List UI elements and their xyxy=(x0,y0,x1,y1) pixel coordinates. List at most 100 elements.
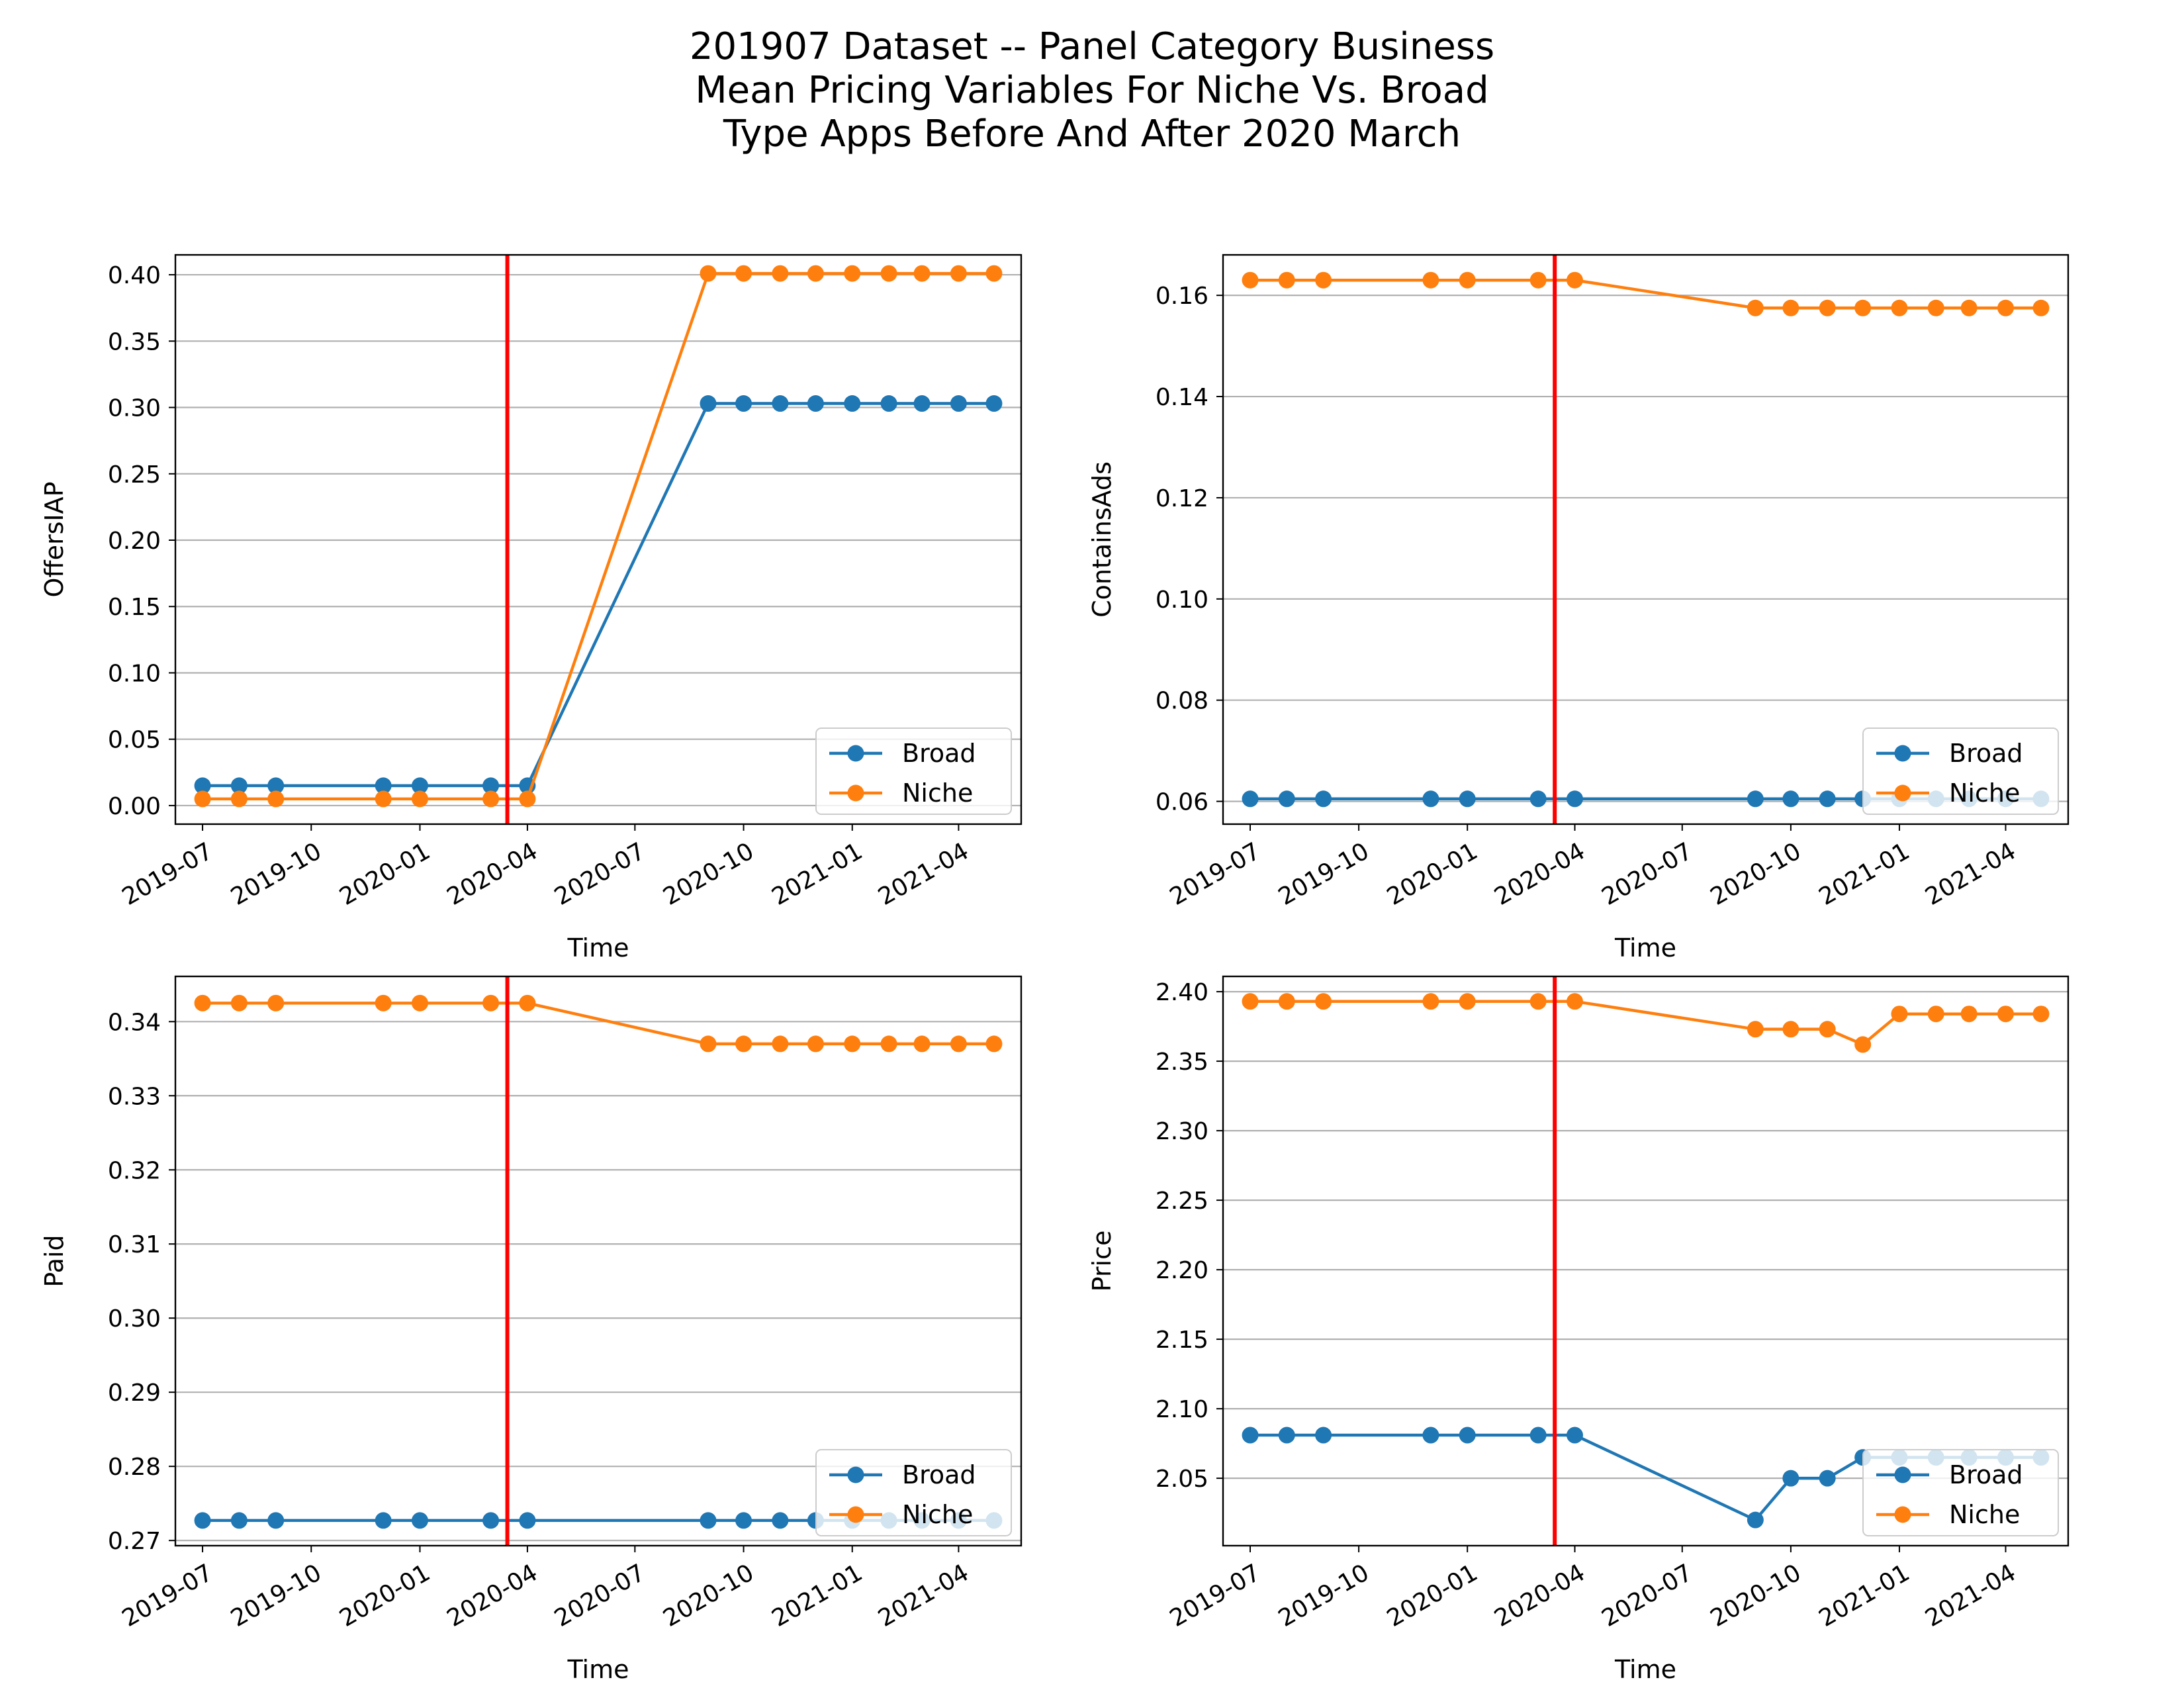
y-tick-label: 0.10 xyxy=(1156,586,1208,614)
legend-label-niche: Niche xyxy=(902,778,973,808)
x-tick-label: 2020-07 xyxy=(1598,1559,1698,1632)
data-point-niche xyxy=(1960,1006,1978,1023)
y-tick-label: 0.28 xyxy=(108,1454,161,1481)
data-point-broad xyxy=(1529,1427,1547,1444)
data-point-broad xyxy=(411,1512,428,1529)
y-tick-label: 0.16 xyxy=(1156,283,1208,310)
x-tick-label: 2021-04 xyxy=(874,1559,974,1632)
legend-label-broad: Broad xyxy=(902,1460,976,1489)
data-point-broad xyxy=(1242,790,1259,808)
data-point-niche xyxy=(230,790,248,808)
data-point-niche xyxy=(1529,271,1547,289)
data-point-niche xyxy=(807,1035,824,1053)
title-line-1: 201907 Dataset -- Panel Category Busines… xyxy=(689,25,1495,68)
data-point-broad xyxy=(1278,1427,1295,1444)
data-point-broad xyxy=(194,1512,211,1529)
data-point-broad xyxy=(230,1512,248,1529)
y-tick-label: 2.40 xyxy=(1156,979,1208,1006)
y-tick-label: 2.30 xyxy=(1156,1118,1208,1145)
x-tick-label: 2021-04 xyxy=(1921,1559,2021,1632)
data-point-niche xyxy=(194,994,211,1011)
y-tick-label: 0.10 xyxy=(108,660,161,687)
data-point-broad xyxy=(913,395,931,412)
data-point-niche xyxy=(1927,1006,1944,1023)
data-point-niche xyxy=(1315,271,1332,289)
axes-frame xyxy=(1222,254,2070,825)
y-tick-label: 0.12 xyxy=(1156,485,1208,512)
data-point-broad xyxy=(375,777,392,794)
data-point-niche xyxy=(1747,299,1764,316)
series-line-niche xyxy=(1250,1000,2041,1047)
data-point-niche xyxy=(375,994,392,1011)
data-point-broad xyxy=(1819,1470,1836,1487)
data-point-niche xyxy=(375,790,392,808)
data-point-broad xyxy=(1242,1427,1259,1444)
data-point-broad xyxy=(1422,1427,1439,1444)
data-point-broad xyxy=(844,395,861,412)
data-point-niche xyxy=(880,1035,897,1053)
data-point-niche xyxy=(230,994,248,1011)
data-point-niche xyxy=(267,790,285,808)
data-point-niche xyxy=(1422,993,1439,1010)
x-tick-label: 2020-01 xyxy=(1383,837,1482,911)
data-point-broad xyxy=(700,1512,717,1529)
y-tick-label: 0.25 xyxy=(108,461,161,489)
y-tick-label: 0.34 xyxy=(108,1009,161,1036)
x-tick-label: 2019-10 xyxy=(1274,837,1374,911)
data-point-niche xyxy=(985,1035,1003,1053)
y-tick-label: 0.35 xyxy=(108,328,161,355)
legend-label-niche: Niche xyxy=(1949,778,2020,808)
data-point-broad xyxy=(230,777,248,794)
x-tick-label: 2019-07 xyxy=(1165,1559,1265,1632)
y-tick-label: 0.08 xyxy=(1156,688,1208,715)
data-point-broad xyxy=(1315,1427,1332,1444)
data-point-niche xyxy=(807,265,824,282)
data-point-broad xyxy=(194,777,211,794)
data-point-niche xyxy=(1566,993,1583,1010)
data-point-broad xyxy=(880,395,897,412)
legend-marker-niche xyxy=(847,1506,864,1523)
x-tick-label: 2020-01 xyxy=(335,837,435,911)
axes-frame xyxy=(174,254,1023,825)
data-point-niche xyxy=(950,265,967,282)
legend-marker-broad xyxy=(1894,1466,1911,1483)
x-tick-label: 2020-10 xyxy=(1706,1559,1806,1632)
data-point-niche xyxy=(1278,993,1295,1010)
data-point-niche xyxy=(1819,299,1836,316)
y-tick-label: 0.00 xyxy=(108,793,161,820)
data-point-niche xyxy=(772,265,789,282)
x-tick-label: 2020-04 xyxy=(443,1559,543,1632)
data-point-niche xyxy=(700,1035,717,1053)
data-point-broad xyxy=(1529,790,1547,808)
x-tick-label: 2019-10 xyxy=(226,837,326,911)
x-tick-label: 2020-10 xyxy=(659,837,758,911)
data-point-broad xyxy=(807,395,824,412)
data-point-niche xyxy=(1242,993,1259,1010)
legend: Broad Niche xyxy=(1862,1449,2059,1536)
legend-label-niche: Niche xyxy=(902,1500,973,1529)
y-axis-label: OffersIAP xyxy=(40,481,69,597)
x-tick-label: 2020-10 xyxy=(1706,837,1806,911)
axes-frame xyxy=(1222,975,2070,1547)
x-tick-label: 2020-07 xyxy=(550,837,650,911)
y-axis-label: Paid xyxy=(40,1235,69,1287)
y-tick-label: 2.35 xyxy=(1156,1049,1208,1076)
data-point-niche xyxy=(482,994,500,1011)
data-point-broad xyxy=(1422,790,1439,808)
data-point-niche xyxy=(1422,271,1439,289)
data-point-broad xyxy=(1566,790,1583,808)
data-point-niche xyxy=(1927,299,1944,316)
data-point-niche xyxy=(1459,993,1476,1010)
y-tick-label: 0.29 xyxy=(108,1380,161,1407)
x-tick-label: 2021-04 xyxy=(874,837,974,911)
data-point-broad xyxy=(267,777,285,794)
data-point-broad xyxy=(772,1512,789,1529)
legend-marker-niche xyxy=(847,784,864,802)
x-tick-label: 2020-01 xyxy=(335,1559,435,1632)
data-point-niche xyxy=(844,265,861,282)
data-point-niche xyxy=(985,265,1003,282)
data-point-broad xyxy=(267,1512,285,1529)
x-axis-label: Time xyxy=(1614,933,1676,962)
